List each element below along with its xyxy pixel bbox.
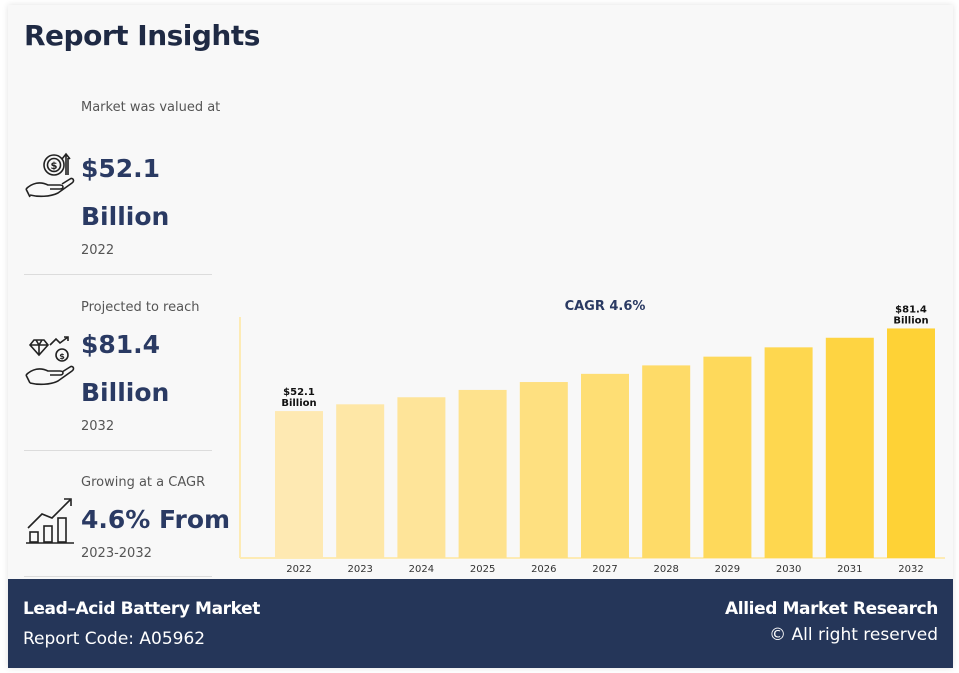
bar-2025 xyxy=(458,389,507,558)
bar-2030 xyxy=(764,347,813,558)
x-tick-label: 2023 xyxy=(347,564,372,575)
stat-label: Growing at a CAGR xyxy=(81,475,206,490)
brand-name: Allied Market Research xyxy=(725,599,938,619)
money-hand-growth-icon: $ xyxy=(25,152,75,198)
x-tick-labels: 2022 2023 2024 2025 2026 2027 2028 2029 2030 2031… xyxy=(286,564,923,575)
x-tick-label: 2028 xyxy=(653,564,678,575)
stat-cagr: Growing at a CAGR 4.6% From 2023-2032 xyxy=(24,468,234,578)
stat-year: 2023-2032 xyxy=(81,546,152,561)
stat-year: 2032 xyxy=(81,419,115,434)
x-tick-label: 2026 xyxy=(531,564,556,575)
report-code: Report Code: A05962 xyxy=(23,629,206,649)
bar-2022 xyxy=(275,411,323,558)
bar-2023 xyxy=(336,404,385,558)
stat-value: 4.6% From xyxy=(81,505,231,534)
bar-2026 xyxy=(519,382,568,558)
data-label-unit: Billion xyxy=(893,315,928,326)
x-tick-label: 2030 xyxy=(776,564,801,575)
stat-unit: Billion xyxy=(81,202,170,231)
bar-2024 xyxy=(397,397,446,558)
bars-group xyxy=(275,328,935,558)
footer: Lead–Acid Battery Market Report Code: A0… xyxy=(8,579,953,668)
growth-chart-icon xyxy=(26,498,74,544)
divider xyxy=(24,576,212,577)
bar-2027 xyxy=(581,373,629,558)
svg-text:$: $ xyxy=(51,161,58,172)
bar-2029 xyxy=(703,356,752,558)
x-tick-label: 2024 xyxy=(409,564,434,575)
stat-value: $81.4 xyxy=(81,330,161,359)
chart-title: CAGR 4.6% xyxy=(565,299,646,314)
bar-2032 xyxy=(887,328,935,558)
diamond-coin-hand-icon: $ xyxy=(25,336,75,386)
x-tick-label: 2032 xyxy=(898,564,923,575)
bar-2028 xyxy=(642,365,691,558)
data-label-value: $81.4 xyxy=(895,304,927,315)
divider xyxy=(24,450,212,451)
stat-label: Market was valued at xyxy=(81,100,221,115)
x-tick-label: 2025 xyxy=(470,564,495,575)
data-label-unit: Billion xyxy=(281,398,316,409)
copyright-notice: © All right reserved xyxy=(769,625,938,645)
stat-value: $52.1 xyxy=(81,154,161,183)
divider xyxy=(24,274,212,275)
x-tick-label: 2031 xyxy=(837,564,862,575)
stat-unit: Billion xyxy=(81,378,170,407)
x-tick-label: 2027 xyxy=(592,564,617,575)
market-size-bar-chart: CAGR 4.6% 2022 2023 2024 2025 2026 2027 2028 20… xyxy=(239,299,945,575)
x-tick-label: 2029 xyxy=(715,564,740,575)
report-name: Lead–Acid Battery Market xyxy=(23,599,260,619)
svg-text:$: $ xyxy=(59,352,65,361)
bar-2031 xyxy=(825,337,874,558)
stat-market-value: $ Market was valued at $52.1 Billion 202… xyxy=(24,93,234,263)
data-label-value: $52.1 xyxy=(283,387,315,398)
stat-label: Projected to reach xyxy=(81,300,200,315)
stat-projected-value: $ Projected to reach $81.4 Billion 2032 xyxy=(24,293,234,443)
x-tick-label: 2022 xyxy=(286,564,311,575)
page-title: Report Insights xyxy=(24,19,260,52)
stat-year: 2022 xyxy=(81,243,115,258)
